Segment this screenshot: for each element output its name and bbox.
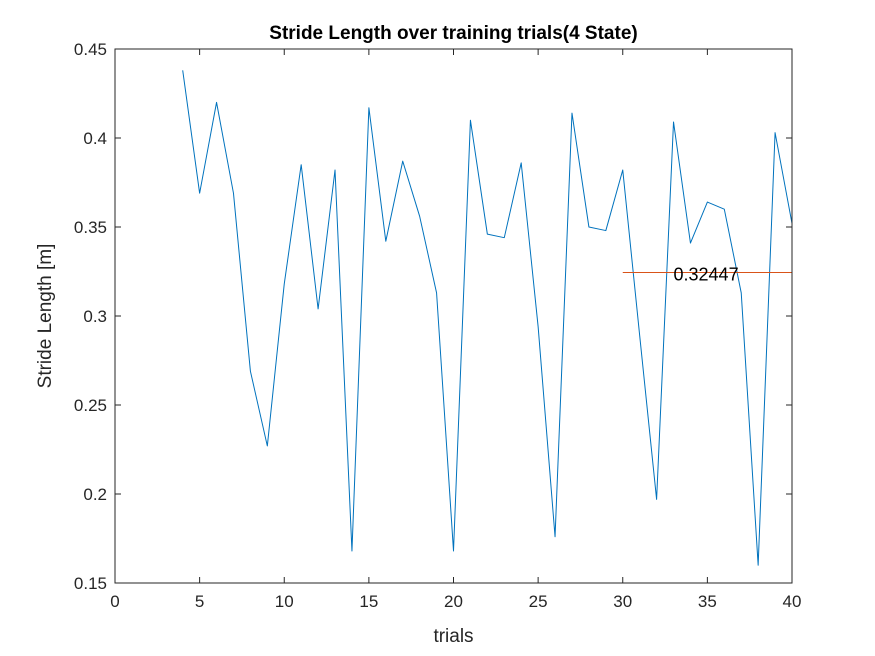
y-tick-label: 0.35 [74, 218, 107, 237]
x-axis-label: trials [433, 626, 473, 647]
plot-content: 0.32447 [182, 70, 793, 566]
y-tick-label: 0.15 [74, 574, 107, 593]
x-axis-ticks: 0 5 10 15 20 25 30 35 40 [110, 49, 801, 611]
y-axis-ticks: 0.15 0.2 0.25 0.3 0.35 0.4 0.45 [74, 40, 792, 593]
x-tick-label: 35 [698, 592, 717, 611]
x-tick-label: 10 [275, 592, 294, 611]
series-line [182, 70, 793, 566]
plot-area-background [115, 49, 792, 583]
y-tick-label: 0.45 [74, 40, 107, 59]
x-tick-label: 25 [529, 592, 548, 611]
y-axis-label: Stride Length [m] [35, 244, 56, 389]
y-tick-label: 0.3 [83, 307, 107, 326]
x-tick-label: 40 [783, 592, 802, 611]
chart-title: Stride Length over training trials(4 Sta… [269, 23, 637, 44]
y-tick-label: 0.25 [74, 396, 107, 415]
y-tick-label: 0.4 [83, 129, 107, 148]
x-tick-label: 0 [110, 592, 119, 611]
x-tick-label: 15 [359, 592, 378, 611]
reference-line-label: 0.32447 [674, 264, 739, 284]
x-tick-label: 20 [444, 592, 463, 611]
x-tick-label: 5 [195, 592, 204, 611]
x-tick-label: 30 [613, 592, 632, 611]
y-tick-label: 0.2 [83, 485, 107, 504]
